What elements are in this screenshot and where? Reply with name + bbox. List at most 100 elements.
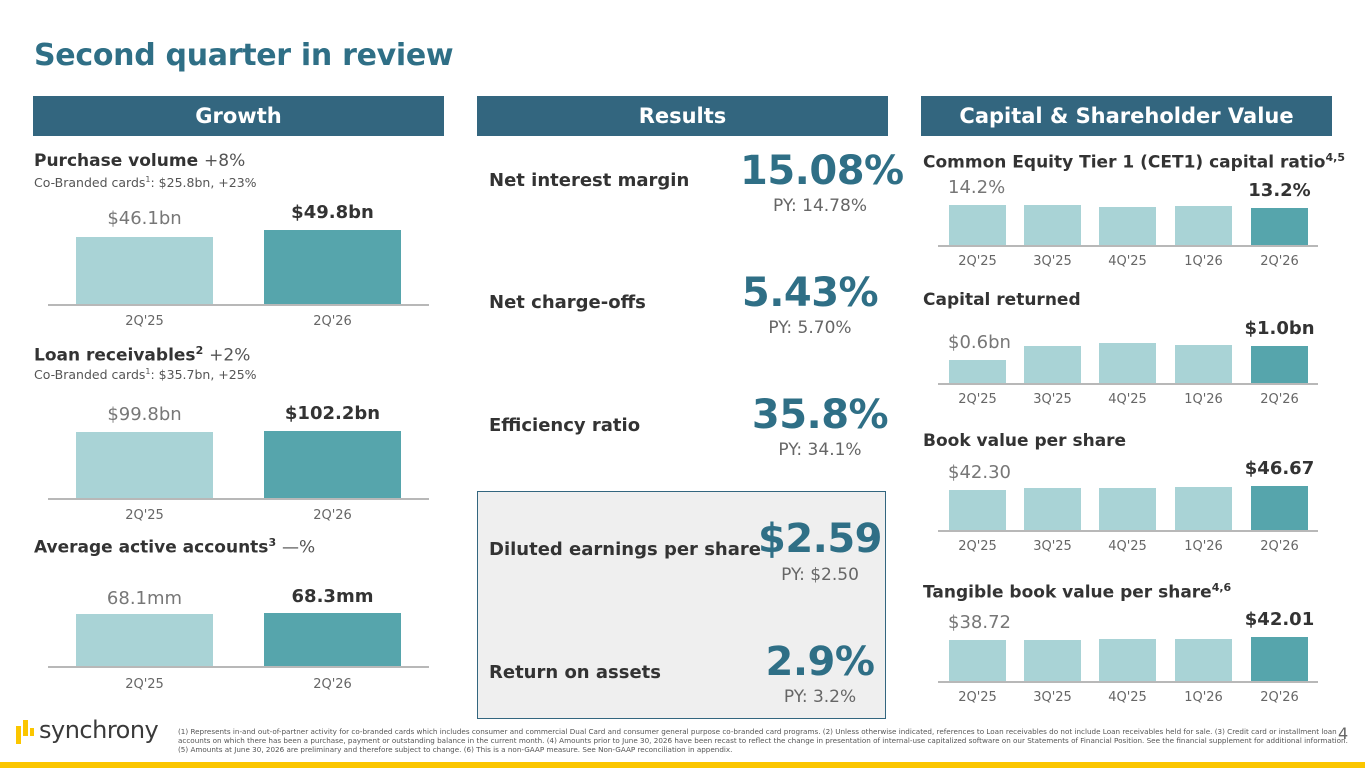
bvps-first-value: $42.30: [948, 462, 1011, 483]
efficiency-label: Efficiency ratio: [489, 415, 641, 436]
loans-2q25-label: 2Q'25: [125, 508, 164, 523]
cet1-quarter-label: 4Q'25: [1108, 254, 1147, 269]
bvps-quarter-label: 2Q'26: [1260, 539, 1299, 554]
nco-label: Net charge-offs: [489, 292, 646, 313]
loan-receivables-subtitle: Co-Branded cards1: $35.7bn, +25%: [34, 367, 257, 383]
returned-bar-0: [949, 360, 1006, 383]
roa-prior-year: PY: 3.2%: [783, 687, 857, 707]
bvps-bar-2: [1099, 488, 1156, 530]
loans-2q25-bar: [76, 432, 213, 498]
purchase-baseline: [48, 304, 429, 306]
cet1-title: Common Equity Tier 1 (CET1) capital rati…: [923, 151, 1345, 173]
synchrony-logo-icon: [14, 718, 36, 746]
eps-value: $2.59: [757, 516, 883, 562]
cet1-first-value: 14.2%: [948, 177, 1006, 198]
tbvps-bar-0: [949, 640, 1006, 681]
purchase-2q26-value: $49.8bn: [291, 202, 374, 223]
footnotes: (1) Represents in-and out-of-partner act…: [178, 727, 1348, 754]
returned-quarter-label: 4Q'25: [1108, 392, 1147, 407]
roa-label: Return on assets: [489, 662, 661, 683]
purchase-2q26-bar: [264, 230, 401, 304]
tbvps-first-value: $38.72: [948, 612, 1011, 633]
nco-value: 5.43%: [741, 270, 879, 316]
purchase-volume-subtitle: Co-Branded cards1: $25.8bn, +23%: [34, 175, 257, 191]
tbvps-quarter-label: 2Q'25: [958, 690, 997, 705]
bvps-bar-4: [1251, 486, 1308, 530]
cet1-bar-0: [949, 205, 1006, 245]
returned-quarter-label: 3Q'25: [1033, 392, 1072, 407]
synchrony-logo-text: synchrony: [39, 716, 159, 744]
growth-header: Growth: [33, 96, 444, 136]
bvps-bar-1: [1024, 488, 1081, 530]
returned-bar-1: [1024, 346, 1081, 383]
bvps-quarter-label: 2Q'25: [958, 539, 997, 554]
cet1-last-value: 13.2%: [1248, 180, 1311, 201]
tbvps-quarter-label: 4Q'25: [1108, 690, 1147, 705]
capital-returned-title: Capital returned: [923, 290, 1081, 310]
bvps-quarter-label: 3Q'25: [1033, 539, 1072, 554]
cet1-quarter-label: 2Q'25: [958, 254, 997, 269]
nim-prior-year: PY: 14.78%: [773, 196, 867, 216]
tbvps-bar-3: [1175, 639, 1232, 681]
cet1-bar-1: [1024, 205, 1081, 245]
returned-baseline: [938, 383, 1318, 385]
tbvps-quarter-label: 1Q'26: [1184, 690, 1223, 705]
tbvps-bar-4: [1251, 637, 1308, 681]
accounts-2q26-label: 2Q'26: [313, 677, 352, 692]
accounts-2q26-value: 68.3mm: [291, 586, 374, 607]
tbvps-title: Tangible book value per share4,6: [923, 581, 1232, 603]
purchase-volume-title: Purchase volume +8%: [34, 151, 246, 171]
loans-baseline: [48, 498, 429, 500]
tbvps-quarter-label: 3Q'25: [1033, 690, 1072, 705]
page-title: Second quarter in review: [34, 38, 454, 73]
capital-header: Capital & Shareholder Value: [921, 96, 1332, 136]
cet1-quarter-label: 2Q'26: [1260, 254, 1299, 269]
cet1-quarter-label: 1Q'26: [1184, 254, 1223, 269]
loan-receivables-title: Loan receivables2 +2%: [34, 344, 251, 366]
nco-prior-year: PY: 5.70%: [768, 318, 852, 338]
bvps-bar-0: [949, 490, 1006, 530]
bvps-bar-3: [1175, 487, 1232, 530]
purchase-2q25-bar: [76, 237, 213, 304]
accounts-2q26-bar: [264, 613, 401, 666]
loans-2q26-value: $102.2bn: [284, 403, 381, 424]
cet1-quarter-label: 3Q'25: [1033, 254, 1072, 269]
purchase-2q26-label: 2Q'26: [313, 314, 352, 329]
bvps-baseline: [938, 530, 1318, 532]
accounts-2q25-bar: [76, 614, 213, 666]
returned-first-value: $0.6bn: [948, 332, 1011, 353]
efficiency-value: 35.8%: [751, 392, 889, 438]
nim-value: 15.08%: [740, 148, 904, 194]
returned-bar-2: [1099, 343, 1156, 383]
tbvps-bar-2: [1099, 639, 1156, 681]
tbvps-baseline: [938, 681, 1318, 683]
returned-bar-3: [1175, 345, 1232, 383]
tbvps-last-value: $42.01: [1244, 609, 1315, 630]
bvps-last-value: $46.67: [1244, 458, 1315, 479]
cet1-baseline: [938, 245, 1318, 247]
tbvps-quarter-label: 2Q'26: [1260, 690, 1299, 705]
highlight-box: [477, 491, 886, 719]
cet1-bar-2: [1099, 207, 1156, 245]
loans-2q26-bar: [264, 431, 401, 498]
results-header: Results: [477, 96, 888, 136]
active-accounts-title: Average active accounts3 —%: [34, 536, 316, 558]
page-number: 4: [1338, 724, 1349, 743]
bvps-title: Book value per share: [923, 431, 1127, 451]
cet1-bar-4: [1251, 208, 1308, 245]
accounts-2q25-label: 2Q'25: [125, 677, 164, 692]
nim-label: Net interest margin: [489, 170, 690, 191]
purchase-2q25-value: $46.1bn: [107, 208, 182, 229]
loans-2q25-value: $99.8bn: [107, 404, 182, 425]
returned-last-value: $1.0bn: [1244, 318, 1315, 339]
eps-label: Diluted earnings per share: [489, 539, 761, 560]
purchase-2q25-label: 2Q'25: [125, 314, 164, 329]
returned-quarter-label: 1Q'26: [1184, 392, 1223, 407]
accounts-baseline: [48, 666, 429, 668]
efficiency-prior-year: PY: 34.1%: [778, 440, 862, 460]
loans-2q26-label: 2Q'26: [313, 508, 352, 523]
roa-value: 2.9%: [765, 639, 875, 685]
bvps-quarter-label: 4Q'25: [1108, 539, 1147, 554]
bvps-quarter-label: 1Q'26: [1184, 539, 1223, 554]
tbvps-bar-1: [1024, 640, 1081, 681]
